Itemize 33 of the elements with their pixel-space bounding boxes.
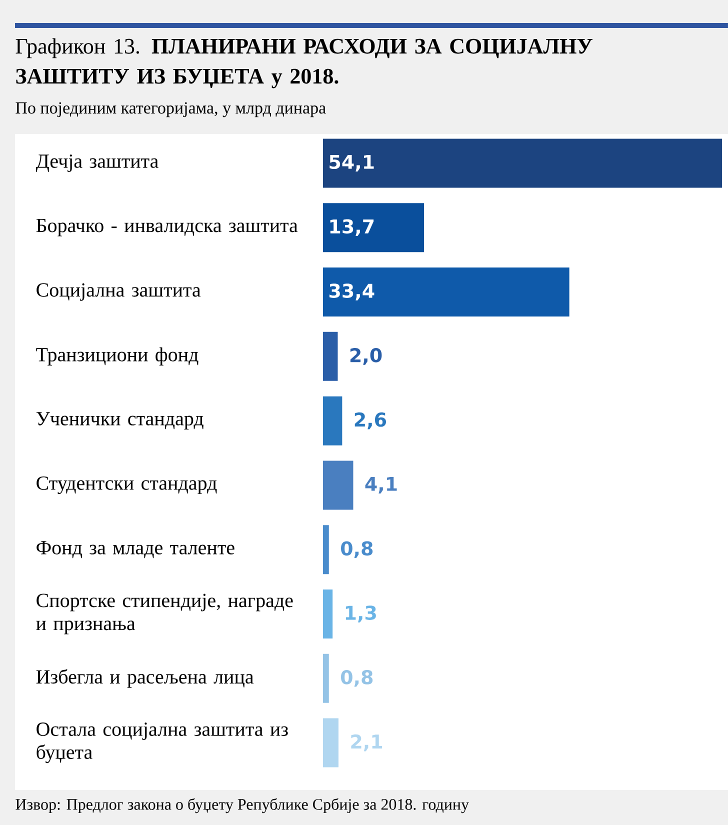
y-tick-label: Фонд за младе таленте (36, 541, 234, 558)
data-label: 0,8 (341, 541, 373, 558)
y-tick-label: Остала социјална заштита из буџета (36, 722, 288, 764)
data-label: 4,1 (365, 476, 397, 494)
data-label: 2,6 (354, 412, 386, 430)
data-label: 2,1 (351, 734, 382, 752)
bar (322, 654, 329, 703)
text: По појединим категоријама, у млрд динара (16, 102, 326, 118)
data-label: 1,3 (346, 606, 376, 622)
data-label: 2,0 (350, 348, 382, 365)
y-tick-label: Студентски стандард (36, 476, 217, 494)
y-tick-label: Борачко - инвалидска заштита (36, 218, 298, 236)
data-label: 33,4 (329, 284, 374, 300)
data-label: 0,8 (341, 670, 373, 687)
bar (322, 396, 342, 446)
y-tick-label: Избегла и расељена лица (36, 669, 254, 688)
bar (322, 268, 570, 317)
bar (322, 590, 333, 639)
text: Извор: Предлог закона о буџету Републике Србије за 2018. годину (16, 798, 469, 814)
y-tick-label: Социјална заштита (36, 283, 201, 301)
y-tick-label: Транзициони фонд (36, 347, 198, 366)
data-label: 13,7 (330, 219, 374, 236)
bar (322, 718, 338, 768)
y-tick-label: Спортске стипендије, награде и признања (36, 594, 293, 634)
data-label: 54,1 (330, 154, 374, 172)
bar (322, 525, 329, 574)
bar (322, 332, 338, 381)
bar (322, 460, 354, 510)
chart-title: Графикон 13. ПЛАНИРАНИ РАСХОДИ ЗА СОЦИЈАЛНУ ЗАШТИТУ ИЗ БУЏЕТА у 2018. (16, 38, 592, 88)
y-tick-label: Дечја заштита (36, 154, 158, 172)
bar (322, 203, 424, 252)
bar (322, 138, 722, 188)
y-tick-label: Ученички стандард (36, 412, 204, 430)
